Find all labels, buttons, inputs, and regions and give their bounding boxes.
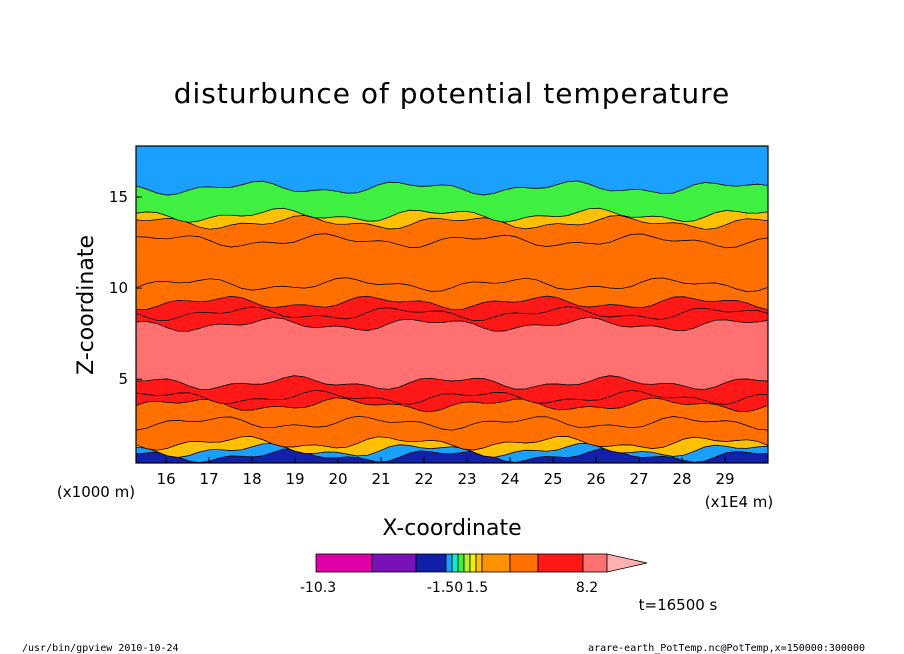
x-tick-label: 27: [629, 470, 648, 488]
chart-title: disturbunce of potential temperature: [174, 77, 731, 110]
colorbar-swatch: [371, 553, 417, 573]
colorbar-swatch: [415, 553, 447, 573]
colorbar-swatch: [537, 553, 584, 573]
colorbar-swatch: [445, 553, 453, 573]
x-tick-label: 25: [543, 470, 562, 488]
colorbar-swatch: [481, 553, 511, 573]
colorbar-label: 8.2: [576, 580, 598, 596]
x-unit-note: (x1E4 m): [705, 493, 774, 511]
colorbar-swatch: [469, 553, 477, 573]
colorbar-swatch: [463, 553, 471, 573]
contour-field: [136, 146, 768, 463]
x-tick-label: 19: [286, 470, 305, 488]
x-tick-label: 23: [458, 470, 477, 488]
colorbar-label: 1.5: [466, 580, 488, 596]
colorbar: -10.3 -1.50 1.5 8.2: [300, 553, 648, 596]
x-axis-label: X-coordinate: [382, 516, 521, 541]
y-tick-label: 5: [118, 370, 128, 388]
x-tick-label: 28: [672, 470, 691, 488]
colorbar-swatch: [451, 553, 459, 573]
x-tick-label: 22: [415, 470, 434, 488]
x-tick-label: 29: [715, 470, 734, 488]
colorbar-swatch: [582, 553, 608, 573]
x-tick-label: 20: [329, 470, 348, 488]
time-annotation: t=16500 s: [639, 596, 718, 614]
x-tick-label: 18: [243, 470, 262, 488]
colorbar-swatch: [457, 553, 465, 573]
x-tick-label: 24: [500, 470, 519, 488]
colorbar-swatch: [475, 553, 483, 573]
footer-right: arare-earth_PotTemp.nc@PotTemp,x=150000:…: [588, 643, 865, 654]
y-tick-label: 10: [109, 279, 128, 297]
x-tick-label: 21: [372, 470, 391, 488]
plot-frame: [135, 145, 769, 464]
y-unit-note: (x1000 m): [57, 483, 135, 501]
colorbar-swatch: [315, 553, 373, 573]
y-axis-label: Z-coordinate: [74, 235, 99, 375]
x-tick-label: 16: [157, 470, 176, 488]
x-axis: 16 17 18 19 20 21 22 23 24 25 26 27 28 29: [157, 457, 735, 488]
y-axis: 5 10 15: [109, 188, 142, 388]
x-tick-label: 17: [200, 470, 219, 488]
x-tick-label: 26: [586, 470, 605, 488]
footer-left: /usr/bin/gpview 2010-10-24: [22, 643, 179, 654]
colorbar-label: -1.50: [427, 580, 463, 596]
colorbar-label: -10.3: [300, 580, 336, 596]
y-tick-label: 15: [109, 188, 128, 206]
colorbar-extension: [606, 553, 648, 573]
colorbar-swatch: [509, 553, 539, 573]
contour-band: [136, 146, 768, 196]
